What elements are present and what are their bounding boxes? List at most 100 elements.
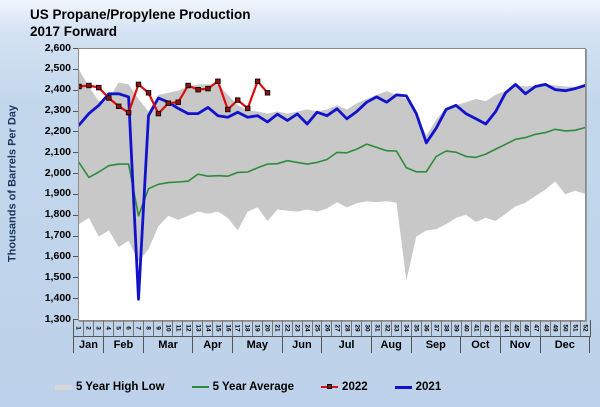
week-tick-cell: 51 bbox=[571, 320, 581, 336]
series-line-5-year-average bbox=[79, 126, 585, 217]
week-tick-label: 3 bbox=[94, 326, 102, 330]
week-tick-label: 10 bbox=[164, 324, 172, 332]
week-tick-cell: 3 bbox=[94, 320, 104, 336]
marker-2022-week-12 bbox=[185, 82, 191, 89]
y-tick-mark bbox=[73, 68, 78, 70]
week-tick-cell: 9 bbox=[154, 320, 164, 336]
week-tick-label: 21 bbox=[273, 324, 281, 332]
week-tick-cell: 8 bbox=[144, 320, 154, 336]
legend-item-2021: 2021 bbox=[394, 381, 442, 393]
week-tick-cell: 26 bbox=[322, 320, 333, 336]
week-tick-cell: 48 bbox=[541, 320, 551, 336]
week-tick-cell: 22 bbox=[283, 320, 293, 336]
y-tick-label: 1,600 bbox=[44, 249, 71, 262]
week-tick-label: 5 bbox=[114, 326, 122, 330]
y-tick-label: 1,800 bbox=[44, 208, 71, 221]
week-tick-cell: 20 bbox=[263, 320, 273, 336]
legend-label-high-low: 5 Year High Low bbox=[76, 381, 165, 393]
week-tick-cell: 39 bbox=[452, 320, 462, 336]
week-tick-label: 33 bbox=[392, 324, 400, 332]
chart-title: US Propane/Propylene Production 2017 For… bbox=[30, 6, 251, 41]
week-tick-label: 34 bbox=[402, 324, 410, 332]
week-tick-cell: 27 bbox=[332, 320, 343, 336]
week-tick-label: 47 bbox=[532, 324, 540, 332]
week-tick-label: 41 bbox=[472, 324, 480, 332]
month-label: Apr bbox=[193, 337, 234, 353]
marker-2022-week-16 bbox=[225, 106, 231, 113]
y-tick-mark bbox=[73, 110, 78, 112]
y-tick-label: 2,500 bbox=[44, 62, 71, 75]
week-tick-cell: 4 bbox=[104, 320, 114, 336]
week-tick-cell: 30 bbox=[362, 320, 373, 336]
week-tick-label: 24 bbox=[303, 324, 311, 332]
week-tick-label: 50 bbox=[561, 324, 569, 332]
y-tick-mark bbox=[73, 319, 78, 320]
marker-2022-week-2 bbox=[86, 82, 92, 89]
week-tick-cell: 32 bbox=[382, 320, 392, 336]
chart-title-line2: 2017 Forward bbox=[30, 24, 118, 40]
week-tick-cell: 1 bbox=[74, 320, 84, 336]
month-label: Aug bbox=[372, 337, 412, 353]
marker-2022-week-11 bbox=[175, 99, 181, 105]
week-tick-label: 11 bbox=[174, 324, 182, 332]
y-tick-mark bbox=[73, 152, 78, 154]
week-tick-cell: 25 bbox=[313, 320, 323, 336]
marker-2022-week-15 bbox=[215, 78, 221, 84]
week-tick-cell: 18 bbox=[243, 320, 253, 336]
band-5yr-high-low bbox=[79, 69, 585, 281]
week-tick-label: 45 bbox=[512, 324, 520, 332]
week-tick-cell: 15 bbox=[213, 320, 224, 336]
week-tick-cell: 45 bbox=[511, 320, 522, 336]
week-tick-cell: 50 bbox=[561, 320, 571, 336]
month-label: Jan bbox=[74, 337, 105, 353]
month-label: Nov bbox=[501, 337, 541, 353]
y-tick-mark bbox=[73, 131, 78, 133]
marker-2022-week-5 bbox=[116, 103, 122, 109]
week-tick-label: 43 bbox=[492, 324, 500, 332]
marker-2022-week-19 bbox=[254, 78, 261, 84]
week-tick-cell: 16 bbox=[223, 320, 233, 336]
week-tick-label: 48 bbox=[542, 324, 550, 332]
marker-2022-week-13 bbox=[195, 87, 201, 93]
week-tick-cell: 41 bbox=[472, 320, 482, 336]
week-tick-label: 8 bbox=[144, 326, 152, 330]
week-tick-label: 29 bbox=[353, 324, 361, 332]
week-tick-label: 42 bbox=[482, 324, 490, 332]
week-tick-cell: 10 bbox=[163, 320, 174, 336]
week-tick-label: 18 bbox=[243, 324, 251, 332]
week-tick-label: 26 bbox=[323, 324, 331, 332]
month-label: Jul bbox=[322, 337, 372, 353]
week-tick-label: 37 bbox=[432, 324, 440, 332]
marker-2022-week-8 bbox=[145, 90, 152, 96]
month-label: Feb bbox=[104, 337, 144, 353]
week-tick-label: 14 bbox=[204, 324, 212, 332]
week-tick-cell: 23 bbox=[293, 320, 303, 336]
legend-label-2021: 2021 bbox=[415, 381, 442, 393]
marker-2022-week-1 bbox=[79, 83, 82, 90]
y-tick-mark bbox=[73, 89, 78, 91]
week-tick-cell: 19 bbox=[253, 320, 263, 336]
x-axis-month-labels: Jan Feb Mar Apr May Jun Jul Aug Sep Oct Nov Dec bbox=[73, 337, 591, 353]
week-tick-label: 44 bbox=[502, 324, 510, 332]
week-tick-label: 49 bbox=[551, 324, 559, 332]
y-tick-mark bbox=[73, 235, 78, 237]
y-tick-mark bbox=[73, 173, 78, 175]
chart-title-line1: US Propane/Propylene Production bbox=[30, 7, 251, 22]
week-tick-cell: 35 bbox=[412, 320, 422, 336]
week-tick-cell: 44 bbox=[501, 320, 512, 336]
legend-item-2022: 2022 bbox=[321, 381, 368, 393]
week-tick-label: 35 bbox=[412, 324, 420, 332]
y-tick-mark bbox=[73, 214, 78, 216]
legend-item-average: 5 Year Average bbox=[191, 381, 294, 393]
average-line-swatch-icon bbox=[191, 386, 209, 388]
week-tick-label: 38 bbox=[442, 324, 450, 332]
week-tick-label: 51 bbox=[571, 324, 579, 332]
week-tick-label: 40 bbox=[462, 324, 470, 332]
week-tick-label: 13 bbox=[194, 324, 202, 332]
week-tick-cell: 47 bbox=[531, 320, 542, 336]
y-tick-mark bbox=[73, 193, 78, 195]
plot-area bbox=[78, 48, 586, 321]
y-tick-label: 1,900 bbox=[44, 187, 71, 200]
marker-2022-week-7 bbox=[135, 81, 142, 88]
